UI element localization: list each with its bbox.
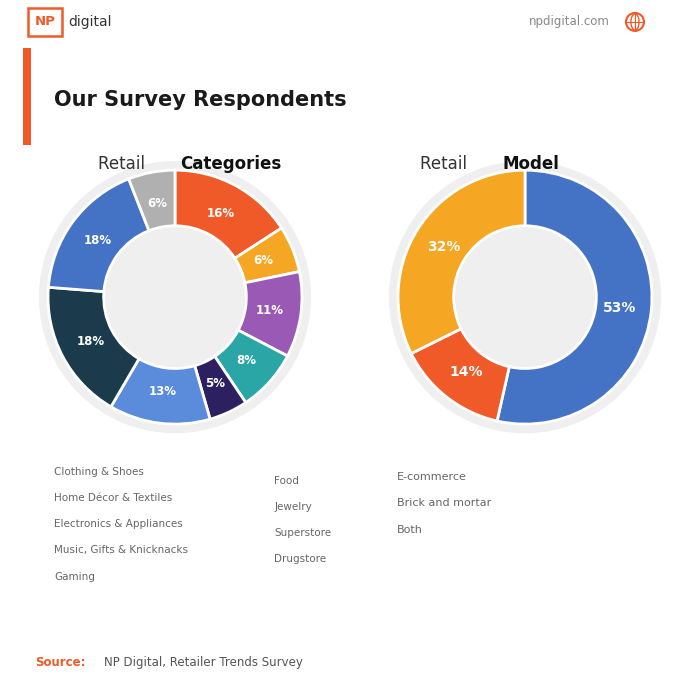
Text: Both: Both <box>397 524 423 535</box>
Text: Retail: Retail <box>98 155 150 173</box>
Text: Categories: Categories <box>181 155 282 173</box>
Wedge shape <box>497 170 652 424</box>
Text: Drugstore: Drugstore <box>274 554 326 565</box>
Text: Model: Model <box>503 155 559 173</box>
Text: 32%: 32% <box>427 240 461 254</box>
Text: 5%: 5% <box>205 377 225 390</box>
Text: Gaming: Gaming <box>54 571 94 582</box>
Text: 53%: 53% <box>603 301 636 314</box>
Circle shape <box>40 162 310 433</box>
Text: Superstore: Superstore <box>274 528 332 538</box>
Wedge shape <box>175 170 281 258</box>
Wedge shape <box>111 359 210 424</box>
FancyBboxPatch shape <box>23 48 32 145</box>
Text: Clothing & Shoes: Clothing & Shoes <box>54 466 144 477</box>
Text: Source:: Source: <box>35 656 85 669</box>
Text: 11%: 11% <box>256 304 284 317</box>
Text: Music, Gifts & Knicknacks: Music, Gifts & Knicknacks <box>54 545 188 556</box>
Text: E-commerce: E-commerce <box>397 472 467 482</box>
Wedge shape <box>235 228 300 283</box>
Text: Electronics & Appliances: Electronics & Appliances <box>54 519 183 529</box>
Wedge shape <box>411 329 510 421</box>
Text: 18%: 18% <box>84 234 112 247</box>
FancyBboxPatch shape <box>28 8 62 36</box>
Text: Jewelry: Jewelry <box>274 502 312 512</box>
Wedge shape <box>129 170 175 231</box>
Text: npdigital.com: npdigital.com <box>529 15 610 28</box>
Text: NP Digital, Retailer Trends Survey: NP Digital, Retailer Trends Survey <box>104 656 302 669</box>
Text: 6%: 6% <box>147 197 167 210</box>
Text: 13%: 13% <box>149 386 177 399</box>
Text: Our Survey Respondents: Our Survey Respondents <box>54 91 346 111</box>
Text: NP: NP <box>34 15 55 28</box>
Wedge shape <box>215 330 288 403</box>
Text: Brick and mortar: Brick and mortar <box>397 498 491 509</box>
Wedge shape <box>195 357 246 419</box>
Text: digital: digital <box>68 15 111 29</box>
Text: 18%: 18% <box>76 335 104 348</box>
Wedge shape <box>48 179 149 292</box>
Wedge shape <box>398 170 525 354</box>
Wedge shape <box>48 287 139 407</box>
Text: Home Décor & Textiles: Home Décor & Textiles <box>54 493 172 503</box>
Text: Retail: Retail <box>420 155 473 173</box>
Text: 16%: 16% <box>206 207 235 220</box>
Text: Food: Food <box>274 475 300 486</box>
Text: 6%: 6% <box>253 254 274 267</box>
Text: 14%: 14% <box>449 366 483 379</box>
Wedge shape <box>238 272 302 356</box>
Circle shape <box>390 162 660 433</box>
Text: 8%: 8% <box>236 354 256 368</box>
